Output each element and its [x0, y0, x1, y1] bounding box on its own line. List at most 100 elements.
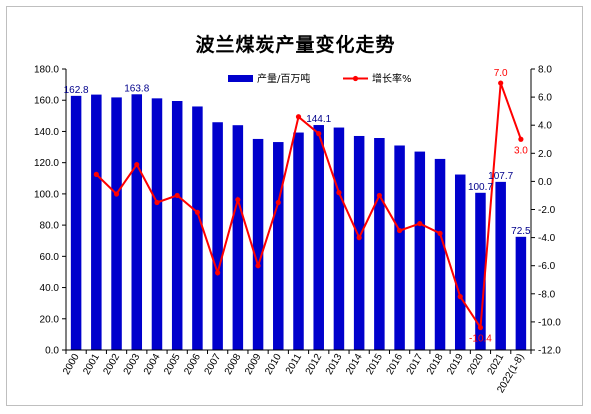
growth-point-2022(1-8) — [518, 136, 524, 142]
legend-line-label: 增长率% — [372, 72, 412, 85]
y-left-tick-label: 120.0 — [34, 158, 59, 169]
bar-2007 — [212, 122, 223, 350]
x-tick-label: 2019 — [445, 352, 466, 377]
x-tick-label: 2001 — [81, 352, 102, 377]
x-tick-label: 2007 — [203, 352, 224, 377]
growth-point-2019 — [457, 294, 463, 300]
y-right-tick-label: -10.0 — [538, 317, 561, 328]
bar-2020 — [475, 192, 486, 350]
y-right-tick-label: 6.0 — [538, 93, 552, 104]
bar-2000 — [70, 95, 82, 351]
bar-2006 — [192, 106, 203, 350]
x-tick-label: 2011 — [284, 352, 304, 377]
x-tick-label: 2015 — [364, 352, 385, 377]
x-tick-label: 2020 — [465, 352, 486, 377]
growth-point-2001 — [93, 171, 99, 177]
chart-legend: 产量/百万吨 增长率% — [228, 72, 412, 85]
y-left-tick-label: 180.0 — [34, 65, 59, 76]
y-left-tick-label: 60.0 — [40, 252, 60, 263]
growth-point-2018 — [437, 230, 443, 236]
chart-title: 波兰煤炭产量变化走势 — [195, 34, 396, 56]
y-right-tick-label: -6.0 — [538, 261, 556, 272]
growth-point-2013 — [336, 190, 342, 196]
legend-bar-label: 产量/百万吨 — [257, 72, 310, 85]
bar-2009 — [252, 138, 264, 350]
x-tick-label: 2008 — [223, 352, 244, 377]
bar-2005 — [171, 101, 183, 350]
x-tick-label: 2003 — [122, 352, 143, 377]
y-left-tick-label: 140.0 — [34, 127, 59, 138]
y-left-tick-label: 20.0 — [40, 314, 60, 325]
bar-2021 — [495, 181, 506, 350]
bar-2013 — [333, 127, 345, 351]
x-tick-label: 2010 — [263, 352, 284, 377]
growth-point-2012 — [316, 131, 322, 137]
y-right-tick-label: 8.0 — [538, 65, 552, 76]
x-tick-label: 2004 — [142, 352, 163, 377]
growth-point-2016 — [396, 227, 403, 234]
y-right-tick-label: -12.0 — [538, 346, 561, 357]
line-data-label: 7.0 — [494, 68, 508, 79]
growth-point-2008 — [235, 197, 241, 203]
bar-data-label: 144.1 — [306, 114, 331, 125]
bar-2019 — [454, 174, 466, 350]
growth-rate-line — [95, 82, 522, 331]
growth-point-2005 — [174, 192, 180, 199]
legend-line-marker — [352, 75, 359, 82]
bar-2022(1-8) — [515, 236, 527, 350]
growth-point-2007 — [215, 270, 221, 276]
x-tick-label: 2016 — [385, 352, 406, 377]
x-tick-label: 2000 — [61, 352, 82, 377]
growth-point-2009 — [255, 263, 261, 269]
x-tick-label: 2013 — [324, 352, 345, 377]
y-left-tick-label: 40.0 — [40, 283, 60, 294]
growth-point-2003 — [134, 161, 140, 168]
x-tick-label: 2018 — [425, 352, 446, 377]
growth-point-2004 — [154, 199, 160, 206]
y-right-tick-label: 2.0 — [538, 149, 552, 160]
y-right-tick-label: 0.0 — [538, 177, 552, 188]
bar-2003 — [131, 94, 143, 350]
x-tick-label: 2009 — [243, 352, 264, 377]
bar-2001 — [91, 94, 102, 350]
bar-2002 — [111, 97, 122, 350]
growth-point-2017 — [417, 220, 423, 227]
growth-point-2020 — [477, 324, 484, 331]
y-left-tick-label: 100.0 — [34, 189, 59, 200]
bar-data-label: 72.5 — [511, 226, 531, 237]
x-tick-label: 2012 — [304, 352, 325, 377]
y-left-tick-label: 160.0 — [34, 96, 59, 107]
bar-data-label: 100.7 — [468, 182, 493, 193]
growth-point-2010 — [275, 199, 281, 206]
y-right-tick-label: -8.0 — [538, 289, 556, 300]
y-left-tick-label: 80.0 — [40, 221, 60, 232]
x-tick-label: 2017 — [405, 352, 426, 377]
bar-2016 — [394, 145, 405, 350]
bar-2011 — [293, 132, 304, 350]
bar-2004 — [151, 98, 163, 350]
y-right-tick-label: -2.0 — [538, 205, 556, 216]
bar-2008 — [232, 125, 244, 350]
bar-2018 — [434, 158, 446, 350]
x-tick-label: 2006 — [182, 352, 203, 377]
bar-2015 — [374, 138, 385, 350]
bar-data-label: 163.8 — [124, 83, 149, 94]
bar-2012 — [313, 125, 324, 351]
x-tick-label: 2002 — [101, 352, 122, 377]
bar-data-label: 107.7 — [488, 171, 513, 182]
bar-data-label: 162.8 — [64, 85, 89, 96]
legend-bar-swatch — [228, 75, 253, 82]
x-tick-label: 2014 — [344, 352, 365, 377]
y-right-tick-label: 4.0 — [538, 121, 552, 132]
growth-point-2015 — [376, 192, 382, 199]
growth-point-2011 — [295, 114, 302, 120]
x-tick-label: 2021 — [486, 352, 507, 377]
bar-2014 — [353, 135, 365, 350]
line-data-label: -10.4 — [469, 334, 492, 345]
x-tick-label: 2005 — [162, 352, 183, 377]
line-data-label: 3.0 — [514, 145, 528, 156]
bar-2010 — [273, 142, 284, 350]
y-right-tick-label: -4.0 — [538, 233, 556, 244]
y-left-tick-label: 0.0 — [45, 346, 59, 357]
